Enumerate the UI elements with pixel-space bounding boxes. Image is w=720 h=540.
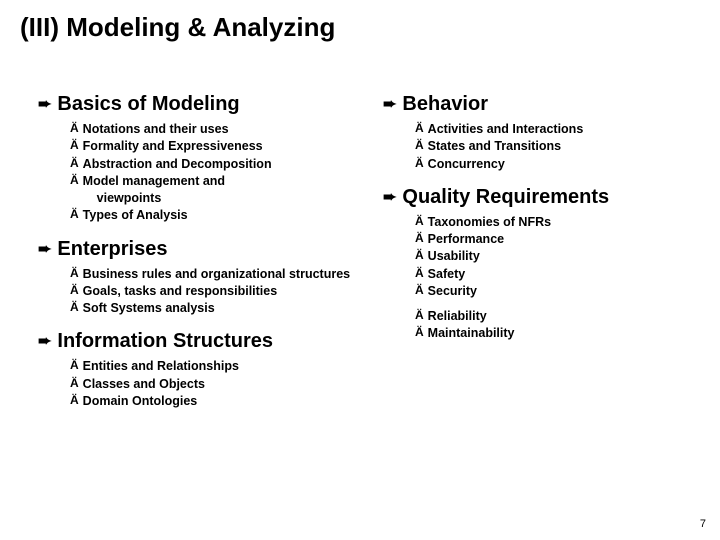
sub-bullet-icon: Ä <box>70 300 79 316</box>
section-heading: ➨ Enterprises <box>38 238 355 262</box>
sub-list: ÄBusiness rules and organizational struc… <box>70 266 355 317</box>
list-item-text: Classes and Objects <box>83 376 355 392</box>
columns: ➨Basics of ModelingÄNotations and their … <box>20 93 700 423</box>
section-heading-text: Basics of Modeling <box>57 93 239 116</box>
sub-bullet-icon: Ä <box>70 138 79 154</box>
list-item-text: Abstraction and Decomposition <box>83 156 355 172</box>
arrow-right-icon: ➨ <box>38 93 51 117</box>
sub-bullet-icon: Ä <box>70 207 79 223</box>
list-item: ÄTypes of Analysis <box>70 207 355 223</box>
arrow-right-icon: ➨ <box>383 186 396 210</box>
sub-bullet-icon: Ä <box>415 266 424 282</box>
arrow-right-icon: ➨ <box>38 330 51 354</box>
list-item: ÄMaintainability <box>415 325 700 341</box>
list-item: ÄBusiness rules and organizational struc… <box>70 266 355 282</box>
sub-bullet-icon: Ä <box>70 393 79 409</box>
list-item-text: Types of Analysis <box>83 207 355 223</box>
section-heading-text: Quality Requirements <box>402 186 609 209</box>
list-item-text: Taxonomies of NFRs <box>428 214 700 230</box>
list-item: ÄGoals, tasks and responsibilities <box>70 283 355 299</box>
list-item-text: Entities and Relationships <box>83 358 355 374</box>
section-heading-text: Enterprises <box>57 238 167 261</box>
sub-bullet-icon: Ä <box>70 156 79 172</box>
sub-bullet-icon: Ä <box>415 214 424 230</box>
section: ➨Information StructuresÄEntities and Rel… <box>20 330 355 409</box>
sub-bullet-icon: Ä <box>415 156 424 172</box>
list-item: ÄSoft Systems analysis <box>70 300 355 316</box>
page-number: 7 <box>700 518 706 530</box>
arrow-right-icon: ➨ <box>383 93 396 117</box>
sub-list: ÄNotations and their usesÄFormality and … <box>70 121 355 224</box>
list-item-text: Reliability <box>428 308 700 324</box>
list-item: ÄSecurity <box>415 283 700 299</box>
list-item: ÄFormality and Expressiveness <box>70 138 355 154</box>
section: ➨BehaviorÄActivities and InteractionsÄSt… <box>365 93 700 172</box>
list-item-text: Business rules and organizational struct… <box>83 266 355 282</box>
sub-bullet-icon: Ä <box>70 283 79 299</box>
sub-bullet-icon: Ä <box>70 121 79 137</box>
list-item-text: Model management and <box>83 173 355 189</box>
section-heading: ➨ Information Structures <box>38 330 355 354</box>
list-item-text: Performance <box>428 231 700 247</box>
section-heading-text: Information Structures <box>57 330 273 353</box>
section: ➨EnterprisesÄBusiness rules and organiza… <box>20 238 355 317</box>
section: ➨Quality RequirementsÄTaxonomies of NFRs… <box>365 186 700 342</box>
list-item: Äviewpoints <box>84 190 355 206</box>
list-item: ÄConcurrency <box>415 156 700 172</box>
spacer <box>415 300 700 308</box>
sub-list: ÄTaxonomies of NFRsÄPerformanceÄUsabilit… <box>415 214 700 342</box>
sub-bullet-icon: Ä <box>415 248 424 264</box>
list-item-text: Safety <box>428 266 700 282</box>
sub-list: ÄActivities and InteractionsÄStates and … <box>415 121 700 172</box>
list-item-text: Activities and Interactions <box>428 121 700 137</box>
sub-bullet-icon: Ä <box>70 358 79 374</box>
section: ➨Basics of ModelingÄNotations and their … <box>20 93 355 224</box>
list-item-text: Security <box>428 283 700 299</box>
sub-bullet-icon: Ä <box>415 121 424 137</box>
arrow-right-icon: ➨ <box>38 238 51 262</box>
list-item: ÄActivities and Interactions <box>415 121 700 137</box>
sub-bullet-icon: Ä <box>70 266 79 282</box>
list-item-text: Notations and their uses <box>83 121 355 137</box>
list-item: ÄStates and Transitions <box>415 138 700 154</box>
sub-bullet-icon: Ä <box>415 138 424 154</box>
section-heading: ➨ Quality Requirements <box>383 186 700 210</box>
sub-bullet-icon: Ä <box>415 283 424 299</box>
sub-list: ÄEntities and RelationshipsÄClasses and … <box>70 358 355 409</box>
list-item: ÄNotations and their uses <box>70 121 355 137</box>
list-item-text: Concurrency <box>428 156 700 172</box>
list-item: ÄAbstraction and Decomposition <box>70 156 355 172</box>
list-item-text: Soft Systems analysis <box>83 300 355 316</box>
list-item: ÄUsability <box>415 248 700 264</box>
list-item: ÄSafety <box>415 266 700 282</box>
list-item: ÄDomain Ontologies <box>70 393 355 409</box>
list-item-text: Formality and Expressiveness <box>83 138 355 154</box>
list-item: ÄEntities and Relationships <box>70 358 355 374</box>
section-heading: ➨ Basics of Modeling <box>38 93 355 117</box>
list-item-text: Domain Ontologies <box>83 393 355 409</box>
list-item-text: Usability <box>428 248 700 264</box>
sub-bullet-icon: Ä <box>415 325 424 341</box>
list-item: ÄReliability <box>415 308 700 324</box>
sub-bullet-icon: Ä <box>415 231 424 247</box>
slide-title: (III) Modeling & Analyzing <box>20 12 700 43</box>
section-heading: ➨ Behavior <box>383 93 700 117</box>
list-item-text: Goals, tasks and responsibilities <box>83 283 355 299</box>
list-item-text: States and Transitions <box>428 138 700 154</box>
list-item: ÄTaxonomies of NFRs <box>415 214 700 230</box>
section-heading-text: Behavior <box>402 93 488 116</box>
left-column: ➨Basics of ModelingÄNotations and their … <box>20 93 355 423</box>
slide: (III) Modeling & Analyzing ➨ Basics of Mo… <box>0 0 720 540</box>
sub-bullet-icon: Ä <box>415 308 424 324</box>
sub-bullet-icon: Ä <box>70 173 79 189</box>
list-item-text: Maintainability <box>428 325 700 341</box>
list-item: ÄModel management and <box>70 173 355 189</box>
list-item-text: viewpoints <box>97 190 355 206</box>
list-item: ÄPerformance <box>415 231 700 247</box>
sub-bullet-icon: Ä <box>70 376 79 392</box>
right-column: ➨BehaviorÄActivities and InteractionsÄSt… <box>365 93 700 423</box>
list-item: ÄClasses and Objects <box>70 376 355 392</box>
